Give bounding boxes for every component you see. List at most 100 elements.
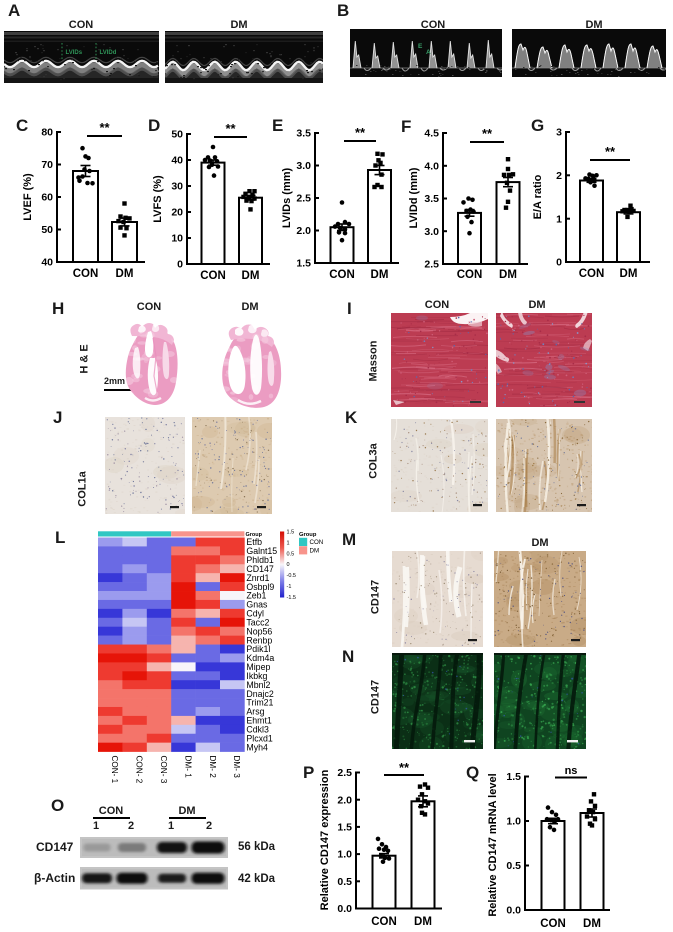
svg-text:Pdik1l: Pdik1l <box>246 644 270 654</box>
svg-text:2.5: 2.5 <box>296 193 311 205</box>
svg-text:**: ** <box>399 760 410 775</box>
svg-text:2: 2 <box>556 170 562 182</box>
svg-text:Gnas: Gnas <box>246 600 268 610</box>
svg-text:2.0: 2.0 <box>337 794 352 806</box>
svg-text:3.0: 3.0 <box>424 226 439 238</box>
svg-text:DM: DM <box>620 268 638 280</box>
svg-text:Znrd1: Znrd1 <box>246 573 269 583</box>
svg-text:Osbpl9: Osbpl9 <box>246 582 274 592</box>
svg-text:Nop56: Nop56 <box>246 626 272 636</box>
svg-text:Myh4: Myh4 <box>246 742 268 752</box>
svg-text:Tacc2: Tacc2 <box>246 617 269 627</box>
svg-text:Group: Group <box>246 532 263 538</box>
svg-text:3.0: 3.0 <box>296 160 311 172</box>
svg-text:1.5: 1.5 <box>506 771 521 783</box>
svg-text:0.0: 0.0 <box>506 905 521 917</box>
svg-text:**: ** <box>482 126 493 141</box>
svg-text:Plcxd1: Plcxd1 <box>246 733 273 743</box>
svg-text:DM: DM <box>116 268 134 280</box>
svg-text:-1.5: -1.5 <box>287 595 296 601</box>
svg-text:CON: CON <box>371 916 397 928</box>
svg-text:CD147: CD147 <box>246 564 273 574</box>
svg-text:CON: CON <box>329 269 355 281</box>
svg-text:LVIDs (mm): LVIDs (mm) <box>281 168 293 229</box>
svg-text:CON- 1: CON- 1 <box>110 756 119 784</box>
svg-text:DM: DM <box>414 916 432 928</box>
svg-text:50: 50 <box>41 224 53 236</box>
svg-text:70: 70 <box>41 159 53 171</box>
svg-text:3.5: 3.5 <box>424 193 439 205</box>
svg-text:Zeb1: Zeb1 <box>246 591 266 601</box>
svg-text:DM: DM <box>242 270 260 282</box>
svg-text:DM- 3: DM- 3 <box>232 756 241 779</box>
svg-text:40: 40 <box>171 155 183 167</box>
svg-text:DM- 1: DM- 1 <box>183 756 192 779</box>
svg-text:2.5: 2.5 <box>424 259 439 271</box>
svg-text:30: 30 <box>171 181 183 193</box>
svg-text:20: 20 <box>171 207 183 219</box>
svg-text:1.5: 1.5 <box>287 530 295 536</box>
svg-text:DM- 2: DM- 2 <box>208 756 217 779</box>
svg-text:**: ** <box>355 125 366 140</box>
svg-text:Phldb1: Phldb1 <box>246 555 273 565</box>
svg-text:CON- 3: CON- 3 <box>159 756 168 784</box>
svg-text:40: 40 <box>41 257 53 269</box>
svg-text:LVEF (%): LVEF (%) <box>22 173 34 221</box>
svg-text:3: 3 <box>556 127 562 139</box>
svg-text:DM: DM <box>310 548 320 555</box>
svg-text:CON: CON <box>200 270 226 282</box>
svg-text:DM: DM <box>499 269 517 281</box>
svg-text:Etfb: Etfb <box>246 537 262 547</box>
svg-text:CON: CON <box>73 268 99 280</box>
svg-text:LVIDs: LVIDs <box>66 50 83 56</box>
svg-text:1.5: 1.5 <box>337 822 352 834</box>
svg-text:CON: CON <box>579 268 605 280</box>
svg-text:0.5: 0.5 <box>506 860 521 872</box>
svg-text:Relative CD147 mRNA level: Relative CD147 mRNA level <box>487 773 499 916</box>
svg-text:0: 0 <box>287 562 290 568</box>
svg-text:Cdyl: Cdyl <box>246 609 264 619</box>
svg-text:10: 10 <box>171 233 183 245</box>
svg-text:Arsg: Arsg <box>246 707 264 717</box>
svg-text:4.0: 4.0 <box>424 160 439 172</box>
svg-text:LVIDd (mm): LVIDd (mm) <box>408 167 420 228</box>
svg-text:CON: CON <box>540 918 566 930</box>
svg-text:4.5: 4.5 <box>424 128 439 140</box>
svg-text:Cdkl3: Cdkl3 <box>246 725 269 735</box>
svg-text:LVFS (%): LVFS (%) <box>152 175 164 223</box>
svg-text:80: 80 <box>41 127 53 139</box>
svg-text:Dnajc2: Dnajc2 <box>246 689 273 699</box>
svg-text:E/A ratio: E/A ratio <box>532 174 544 219</box>
svg-text:LVIDd: LVIDd <box>100 50 117 56</box>
svg-text:Relative CD147 expression: Relative CD147 expression <box>319 769 331 910</box>
svg-text:ns: ns <box>565 765 578 777</box>
svg-text:CON- 2: CON- 2 <box>135 756 144 784</box>
svg-text:0.5: 0.5 <box>337 876 352 888</box>
svg-text:0: 0 <box>556 257 562 269</box>
svg-text:0: 0 <box>177 259 183 271</box>
svg-text:-0.5: -0.5 <box>287 573 296 579</box>
svg-text:Renbp: Renbp <box>246 635 272 645</box>
svg-text:**: ** <box>99 120 110 135</box>
svg-text:**: ** <box>225 121 236 136</box>
svg-text:CON: CON <box>457 269 483 281</box>
svg-text:A: A <box>426 49 431 56</box>
svg-text:Ikbkg: Ikbkg <box>246 671 267 681</box>
svg-text:CON: CON <box>310 539 324 546</box>
svg-text:DM: DM <box>583 918 601 930</box>
svg-text:**: ** <box>605 144 616 159</box>
svg-text:2.5: 2.5 <box>337 767 352 779</box>
svg-text:Mipep: Mipep <box>246 662 270 672</box>
svg-text:1.5: 1.5 <box>296 258 311 270</box>
svg-text:60: 60 <box>41 192 53 204</box>
svg-text:-1: -1 <box>287 584 292 590</box>
svg-text:1: 1 <box>556 213 562 225</box>
svg-text:3.5: 3.5 <box>296 128 311 140</box>
svg-text:0.5: 0.5 <box>287 551 295 557</box>
svg-text:Trim21: Trim21 <box>246 698 273 708</box>
svg-text:Galnt15: Galnt15 <box>246 546 277 556</box>
svg-text:1.0: 1.0 <box>506 816 521 828</box>
svg-text:50: 50 <box>171 129 183 141</box>
svg-text:Mbnl2: Mbnl2 <box>246 680 270 690</box>
svg-text:1.0: 1.0 <box>337 849 352 861</box>
